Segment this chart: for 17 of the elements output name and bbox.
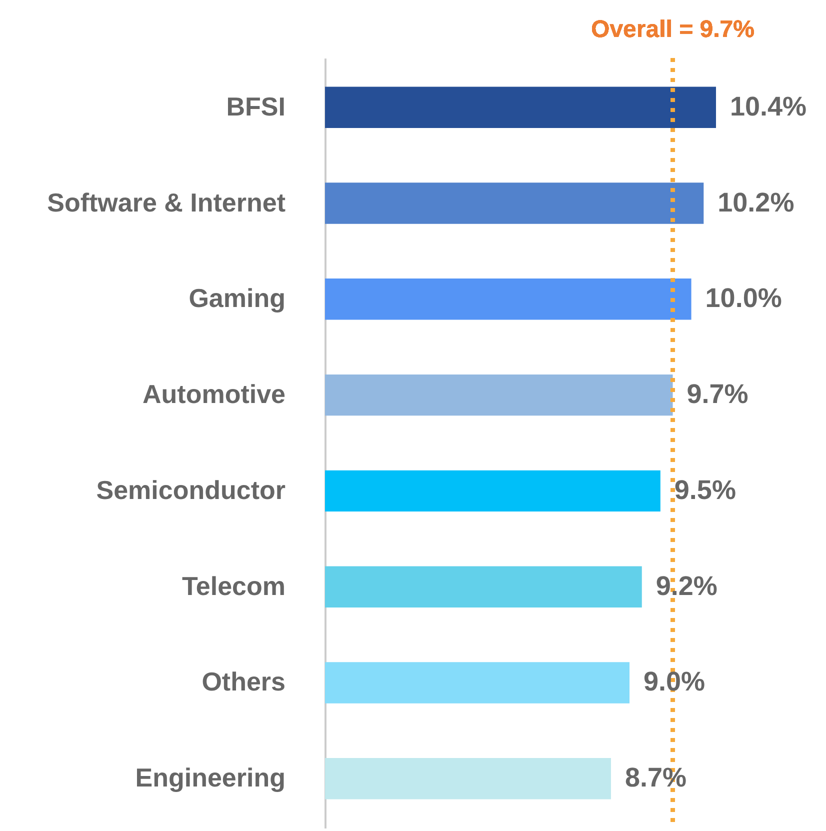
- data-label: 10.0%: [705, 283, 782, 314]
- y-tick-label: Automotive: [142, 379, 286, 410]
- y-tick-label: BFSI: [226, 91, 286, 122]
- data-label: 10.2%: [718, 187, 794, 218]
- y-tick-label: Telecom: [182, 570, 286, 601]
- data-label: 9.5%: [674, 474, 736, 505]
- data-label: 8.7%: [624, 762, 687, 793]
- data-label: 9.7%: [686, 379, 748, 410]
- y-tick-label: Semiconductor: [96, 474, 286, 505]
- y-tick-label: Others: [202, 666, 286, 697]
- y-tick-label: Gaming: [188, 283, 286, 314]
- data-label: 9.0%: [644, 666, 706, 697]
- data-label: 10.4%: [730, 91, 807, 122]
- data-label: 9.2%: [656, 570, 718, 601]
- ref-line-label: Overall = 9.7%: [591, 16, 754, 43]
- y-tick-label: Engineering: [135, 762, 286, 793]
- y-tick-label: Software & Internet: [47, 187, 286, 218]
